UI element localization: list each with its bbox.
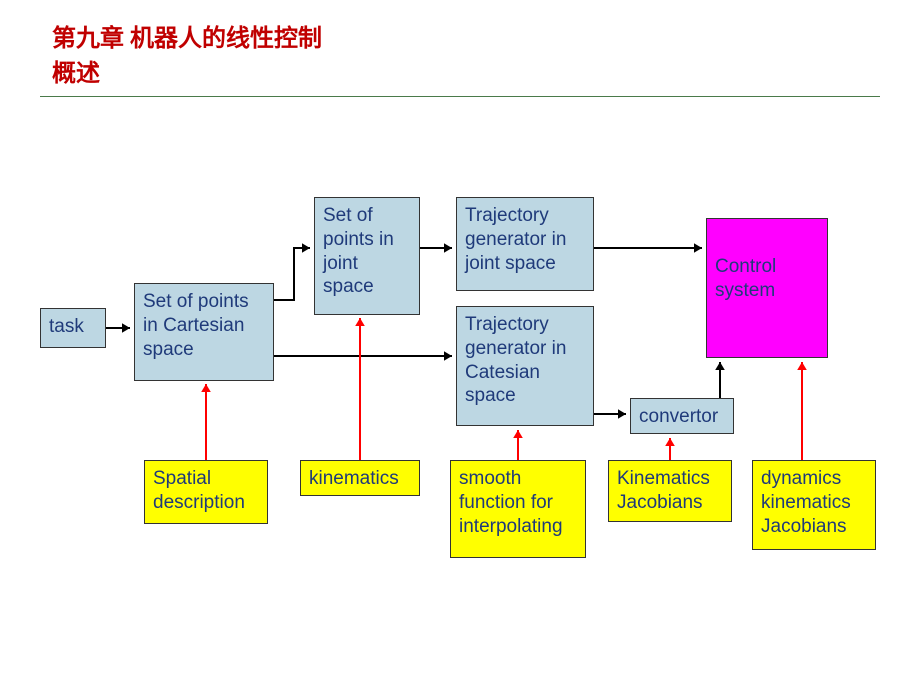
note-kinematics-jacobians-label: Kinematics Jacobians [617,467,723,515]
node-traj-cart: Trajectory generator in Catesian space [456,306,594,426]
note-dynamics-kinematics-jacobians: dynamics kinematics Jacobians [752,460,876,550]
title-line-1: 第九章 机器人的线性控制 [52,18,322,53]
note-dynamics-kinematics-jacobians-label: dynamics kinematics Jacobians [761,467,867,538]
node-convertor-label: convertor [639,405,718,429]
node-convertor: convertor [630,398,734,434]
note-kinematics: kinematics [300,460,420,496]
node-control-system: Control system [706,218,828,358]
node-traj-cart-label: Trajectory generator in Catesian space [465,313,585,408]
note-smooth-function: smooth function for interpolating [450,460,586,558]
node-task: task [40,308,106,348]
note-spatial-description-label: Spatial description [153,467,259,515]
note-kinematics-label: kinematics [309,467,399,491]
node-cartesian-points-label: Set of points in Cartesian space [143,290,265,361]
node-joint-points-label: Set of points in joint space [323,204,411,299]
node-control-system-label: Control system [715,255,819,303]
slide-title: 第九章 机器人的线性控制 概述 [52,18,322,88]
node-traj-joint-label: Trajectory generator in joint space [465,204,585,275]
title-underline [40,96,880,97]
note-kinematics-jacobians: Kinematics Jacobians [608,460,732,522]
node-traj-joint: Trajectory generator in joint space [456,197,594,291]
title-line-2: 概述 [52,53,322,88]
node-joint-points: Set of points in joint space [314,197,420,315]
note-smooth-function-label: smooth function for interpolating [459,467,577,538]
node-task-label: task [49,315,84,339]
note-spatial-description: Spatial description [144,460,268,524]
node-cartesian-points: Set of points in Cartesian space [134,283,274,381]
